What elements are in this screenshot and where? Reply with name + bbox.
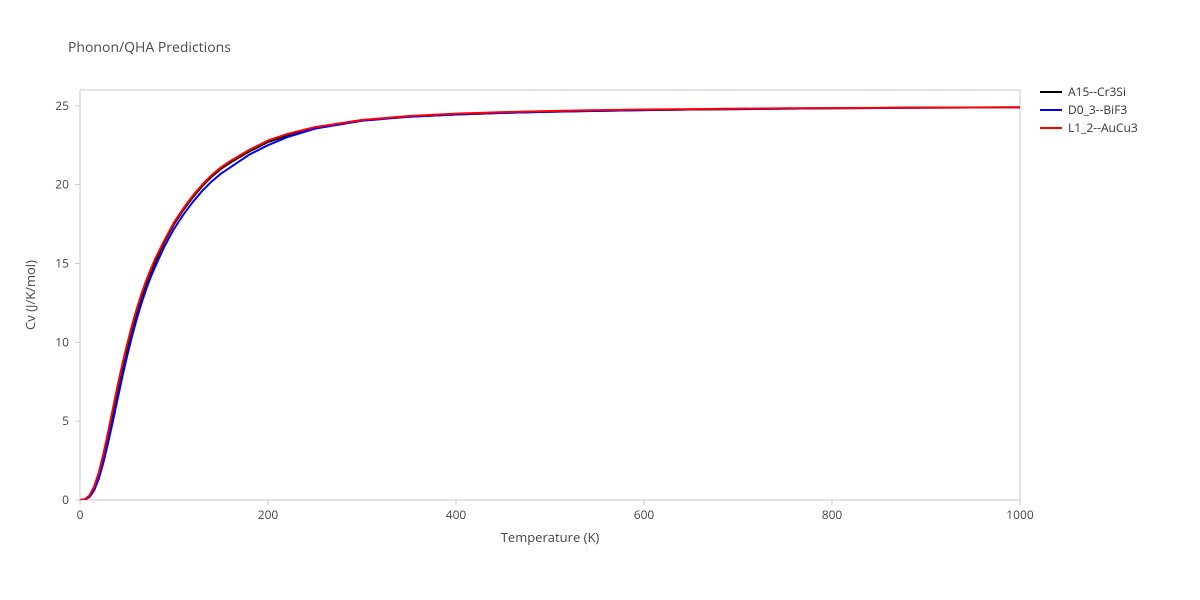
legend-label[interactable]: D0_3--BiF3 bbox=[1068, 101, 1127, 118]
y-tick-label: 10 bbox=[55, 333, 69, 350]
x-tick-label: 0 bbox=[77, 506, 84, 523]
chart-root: { "chart": { "type": "line", "title": "P… bbox=[0, 0, 1200, 600]
y-axis-label: Cv (J/K/mol) bbox=[21, 260, 39, 330]
chart-svg: 0 200 400 600 800 1000 0 5 10 15 20 25 Temperature (… bbox=[0, 0, 1200, 600]
y-tick-label: 20 bbox=[55, 176, 69, 193]
x-axis-label: Temperature (K) bbox=[501, 528, 600, 546]
x-tick-label: 800 bbox=[822, 506, 843, 523]
x-tick-label: 200 bbox=[258, 506, 279, 523]
chart-title: Phonon/QHA Predictions bbox=[68, 38, 231, 57]
y-tick-label: 0 bbox=[62, 491, 69, 508]
x-tick-label: 1000 bbox=[1006, 506, 1034, 523]
y-tick-label: 5 bbox=[62, 412, 69, 429]
y-tick-label: 25 bbox=[55, 97, 69, 114]
x-tick-label: 600 bbox=[634, 506, 655, 523]
x-tick-label: 400 bbox=[446, 506, 467, 523]
legend-label[interactable]: L1_2--AuCu3 bbox=[1068, 119, 1138, 136]
legend-label[interactable]: A15--Cr3Si bbox=[1068, 83, 1126, 100]
y-tick-label: 15 bbox=[55, 254, 69, 271]
